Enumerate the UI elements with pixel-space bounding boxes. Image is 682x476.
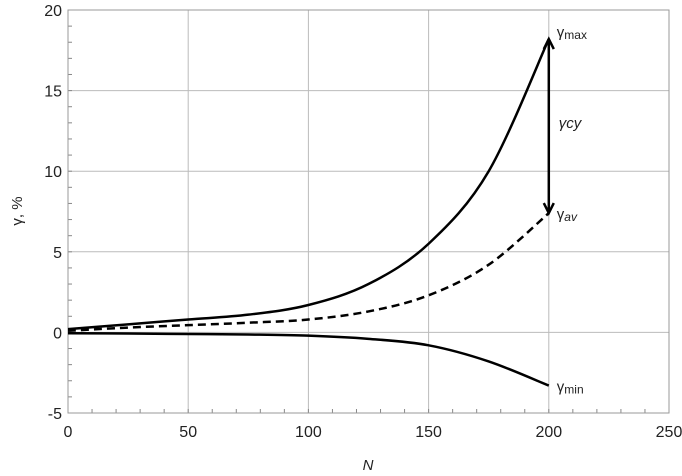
plot-frame bbox=[67, 9, 670, 414]
x-tick-label: 100 bbox=[295, 424, 322, 441]
series-line-γmin bbox=[67, 331, 550, 387]
y-tick-label: 20 bbox=[44, 3, 62, 20]
y-axis-label: γ, % bbox=[9, 196, 26, 225]
annotation-gamma-av: γav bbox=[557, 206, 578, 224]
y-tick-label: 15 bbox=[44, 84, 62, 101]
x-tick-label: 150 bbox=[415, 424, 442, 441]
arrow-head-up bbox=[542, 36, 555, 50]
y-tick-label: 0 bbox=[53, 325, 62, 342]
series bbox=[67, 38, 550, 387]
x-tick-label: 250 bbox=[656, 424, 682, 441]
minor-ticks bbox=[67, 9, 670, 414]
grid bbox=[67, 9, 670, 414]
annotation-gamma-min: γmin bbox=[557, 379, 584, 397]
annotation-gamma-max: γmax bbox=[557, 24, 587, 42]
x-tick-label: 200 bbox=[535, 424, 562, 441]
x-tick-label: 50 bbox=[179, 424, 197, 441]
y-tick-label: 5 bbox=[53, 245, 62, 262]
y-tick-label: -5 bbox=[48, 406, 62, 423]
arrow-head-down bbox=[542, 202, 555, 216]
y-tick-label: 10 bbox=[44, 164, 62, 181]
x-axis-label: N bbox=[363, 457, 374, 474]
x-tick-label: 0 bbox=[64, 424, 73, 441]
annotations: γmax γav γmin bbox=[557, 24, 587, 397]
arrow-label-gamma-cy: γcy bbox=[559, 115, 583, 132]
series-line-γav bbox=[67, 212, 550, 333]
cyclic-arrow bbox=[542, 36, 555, 216]
series-line-γmax bbox=[67, 38, 550, 331]
